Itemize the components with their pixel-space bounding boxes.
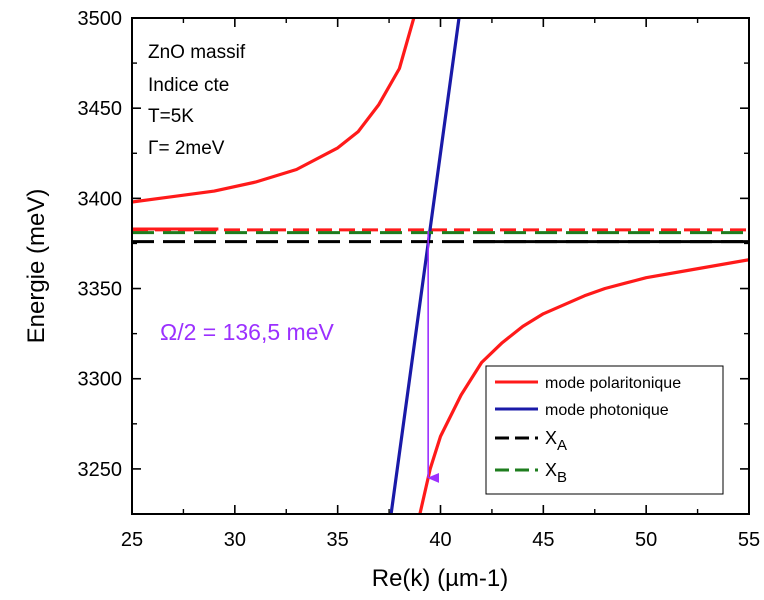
- info-line-index: Indice cte: [148, 75, 229, 96]
- axes-layer: 25 30 35 40 45 50 55 3250 3300 3350 3400 3450 3500: [78, 8, 761, 551]
- legend-label-xb-sub: B: [557, 469, 567, 486]
- y-tick-label: 3300: [78, 369, 123, 391]
- x-tick-label: 35: [327, 529, 349, 551]
- x-tick-label: 25: [121, 529, 143, 551]
- series-mode-polaritonique-branch-0: [132, 18, 416, 204]
- info-line-gamma: Γ= 2meV: [148, 138, 225, 159]
- legend-box: [485, 365, 724, 495]
- legend: mode polaritonique mode photonique XA XB: [485, 365, 724, 495]
- y-tick-label: 3500: [78, 8, 123, 30]
- y-tick-label: 3350: [78, 279, 123, 301]
- legend-label-polaritonique: mode polaritonique: [545, 375, 681, 392]
- series-mode-polaritonique-branch-1: [418, 258, 749, 514]
- y-tick-label: 3450: [78, 98, 123, 120]
- legend-label-xa-sub: A: [557, 437, 567, 454]
- x-axis-title: Re(k) (µm-1): [372, 565, 508, 592]
- series-layer: [132, 18, 749, 514]
- y-axis-title: Energie (meV): [23, 189, 50, 344]
- legend-label-photonique: mode photonique: [545, 402, 669, 419]
- series-mode-photonique-branch-0: [389, 18, 461, 514]
- y-tick-label: 3250: [78, 459, 123, 481]
- y-tick-label: 3400: [78, 188, 123, 210]
- info-text-block: ZnO massif Indice cte T=5K Γ= 2meV: [148, 42, 246, 159]
- x-tick-label: 45: [532, 529, 554, 551]
- x-tick-label: 30: [224, 529, 246, 551]
- x-tick-label: 40: [429, 529, 451, 551]
- info-line-material: ZnO massif: [148, 42, 246, 63]
- rabi-splitting-label: Ω/2 = 136,5 meV: [160, 319, 334, 345]
- x-tick-label: 55: [738, 529, 760, 551]
- info-line-temperature: T=5K: [148, 106, 194, 127]
- x-tick-label: 50: [635, 529, 657, 551]
